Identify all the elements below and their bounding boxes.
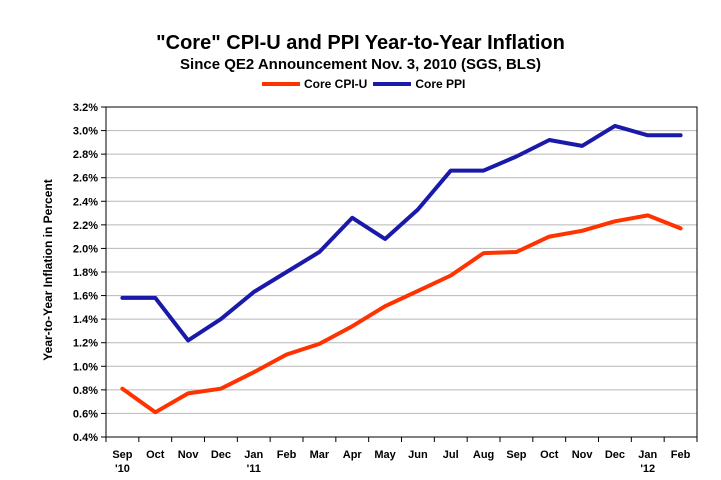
axes	[101, 106, 698, 442]
x-tick-label: Jan	[638, 449, 657, 461]
legend-item-core-cpi-u: Core CPI-U	[262, 77, 367, 91]
legend-swatch-core-ppi	[373, 82, 412, 86]
tick-labels: 0.4% 0.6% 0.8% 1.0% 1.2% 1.4% 1.6% 1.8% 2.0% 2.2%…	[73, 102, 691, 475]
y-tick-label: 1.4%	[73, 314, 98, 326]
x-tick-label: Jul	[443, 449, 459, 461]
x-tick-label: Feb	[671, 449, 691, 461]
chart-subtitle: Since QE2 Announcement Nov. 3, 2010 (SGS…	[180, 56, 541, 73]
y-axis-title: Year-to-Year Inflation in Percent	[41, 179, 55, 360]
y-tick-label: 2.6%	[73, 173, 98, 185]
x-tick-label: Jun	[408, 449, 428, 461]
chart-title: "Core" CPI-U and PPI Year-to-Year Inflat…	[156, 32, 565, 54]
y-tick-label: 3.0%	[73, 126, 98, 138]
y-tick-label: 0.8%	[73, 385, 98, 397]
x-tick-label: Nov	[178, 449, 200, 461]
x-tick-label: Feb	[277, 449, 297, 461]
y-tick-label: 1.0%	[73, 361, 98, 373]
y-tick-label: 2.4%	[73, 196, 98, 208]
x-tick-label: Oct	[540, 449, 559, 461]
y-tick-label: 1.2%	[73, 338, 98, 350]
x-tick-label: Nov	[572, 449, 594, 461]
x-tick-label: Jan	[244, 449, 263, 461]
x-tick-label: May	[374, 449, 396, 461]
x-year-label: '12	[640, 463, 655, 475]
x-tick-label: Aug	[473, 449, 494, 461]
x-tick-label: Dec	[211, 449, 231, 461]
y-tick-label: 0.4%	[73, 432, 98, 444]
legend-swatch-core-cpi-u	[262, 82, 300, 86]
x-tick-label: Sep	[506, 449, 526, 461]
x-tick-label: Mar	[310, 449, 330, 461]
legend-item-core-ppi: Core PPI	[373, 77, 465, 91]
x-tick-label: Dec	[605, 449, 625, 461]
legend-label-core-cpi-u: Core CPI-U	[304, 77, 368, 91]
y-tick-label: 0.6%	[73, 408, 98, 420]
series-line-core-ppi	[120, 123, 683, 343]
y-tick-label: 1.8%	[73, 267, 98, 279]
y-tick-label: 2.8%	[73, 149, 98, 161]
y-tick-label: 2.0%	[73, 243, 98, 255]
series-lines	[120, 123, 683, 415]
legend-label-core-ppi: Core PPI	[415, 77, 466, 91]
x-year-label: '11	[247, 463, 261, 475]
x-tick-label: Sep	[112, 449, 132, 461]
x-tick-label: Oct	[146, 449, 165, 461]
x-year-label: '10	[115, 463, 130, 475]
legend: Core CPI-U Core PPI	[262, 77, 471, 91]
y-tick-label: 1.6%	[73, 291, 98, 303]
x-tick-label: Apr	[343, 449, 363, 461]
series-line-core-cpi-u	[120, 213, 683, 415]
y-tick-label: 3.2%	[73, 102, 98, 114]
y-tick-label: 2.2%	[73, 220, 98, 232]
gridlines	[106, 106, 697, 414]
